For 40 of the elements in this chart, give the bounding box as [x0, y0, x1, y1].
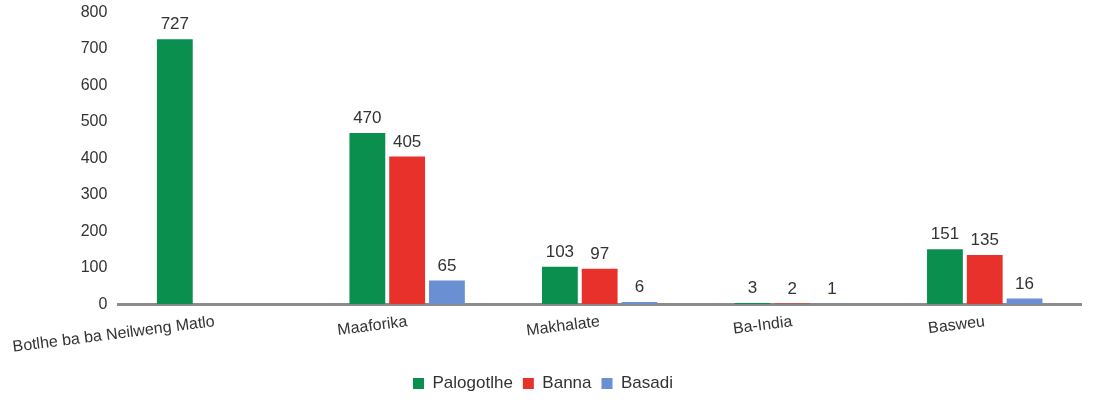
data-label: 97: [590, 244, 610, 264]
data-label: 470: [353, 108, 382, 128]
data-label: 65: [437, 255, 457, 275]
y-tick-label: 100: [80, 258, 108, 276]
x-tick-label: Basweu: [927, 312, 986, 337]
x-tick-label: Maaforika: [336, 312, 409, 338]
bar: [927, 249, 963, 305]
data-label: 6: [634, 277, 645, 297]
bar: [349, 132, 386, 305]
data-label: 16: [1015, 273, 1034, 293]
bar: [156, 39, 193, 305]
legend-label: Banna: [542, 373, 593, 393]
data-label: 2: [787, 278, 797, 298]
bar: [966, 255, 1003, 305]
y-tick-label: 0: [98, 294, 108, 312]
x-tick-label: Botlhe ba ba Neilweng Matlo: [11, 312, 216, 355]
y-tick-label: 600: [80, 75, 108, 93]
data-label: 727: [160, 14, 190, 34]
data-label: 103: [545, 241, 575, 261]
data-label: 405: [392, 131, 422, 151]
bar: [621, 302, 658, 305]
bar: [581, 268, 618, 305]
data-label: 3: [747, 278, 758, 298]
x-tick-label: Ba-India: [731, 312, 794, 337]
data-label: 135: [970, 230, 999, 250]
legend-label: Basadi: [621, 373, 673, 393]
y-tick-label: 400: [80, 148, 108, 166]
bar: [541, 266, 578, 305]
y-tick-label: 800: [80, 3, 108, 21]
y-tick-label: 200: [80, 221, 108, 239]
data-label: 151: [930, 224, 960, 244]
x-tick-label: Makhalate: [525, 312, 601, 339]
y-tick-label: 500: [80, 112, 108, 130]
y-tick-label: 700: [80, 39, 108, 57]
bar: [429, 280, 465, 305]
y-tick-label: 300: [80, 185, 108, 203]
bar: [389, 156, 426, 305]
data-label: 1: [827, 279, 837, 299]
bar: [1006, 298, 1043, 305]
legend-label: Palogotlhe: [432, 373, 513, 393]
